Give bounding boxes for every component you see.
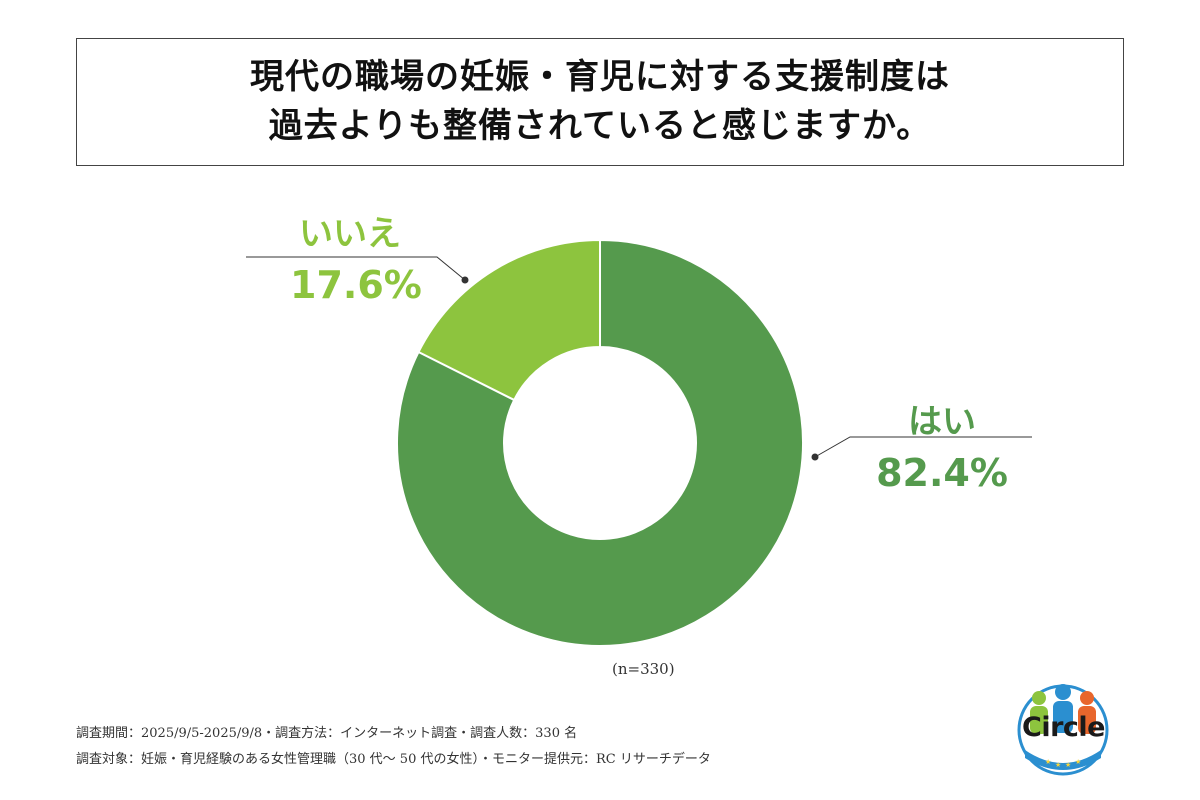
logo-person-green (1032, 691, 1046, 705)
label-yes-group: はい 82.4% (872, 394, 1012, 495)
slice-label-yes: はい (908, 402, 976, 442)
label-no-group: いいえ 17.6% (290, 206, 422, 307)
svg-text:★: ★ (1075, 758, 1081, 766)
sample-size-note: (n=330) (612, 660, 675, 678)
svg-text:★: ★ (1045, 758, 1051, 766)
leader-dot-yes (811, 453, 819, 461)
footer-survey-target: 調査対象：妊娠・育児経験のある女性管理職（30 代〜 50 代の女性）・モニター… (76, 752, 711, 767)
slice-label-no: いいえ (299, 214, 401, 254)
logo-text: Circle (1022, 712, 1105, 743)
leader-line-yes (814, 436, 1032, 458)
logo-banner (1025, 750, 1101, 770)
title-line-2: 過去よりも整備されていると感じますか。 (268, 106, 932, 146)
svg-text:★: ★ (1055, 761, 1061, 769)
leader-dot-no (461, 276, 469, 284)
slice-value-yes: 82.4% (876, 451, 1008, 495)
leader-line-no (246, 256, 466, 281)
svg-text:★: ★ (1065, 761, 1071, 769)
circle-logo: ★ ★ ★ ★ (1017, 684, 1109, 776)
footer-survey-period: 調査期間：2025/9/5-2025/9/8・調査方法：インターネット調査・調査… (76, 726, 578, 741)
logo-person-orange (1080, 691, 1094, 705)
title-line-1: 現代の職場の妊娠・育児に対する支援制度は (250, 56, 950, 97)
donut-slice-1 (417, 238, 601, 402)
title-box: 現代の職場の妊娠・育児に対する支援制度は 過去よりも整備されていると感じますか。 (76, 38, 1124, 166)
donut-slice-0 (396, 238, 804, 647)
logo-person-blue (1055, 684, 1071, 700)
slice-value-no: 17.6% (290, 263, 422, 307)
